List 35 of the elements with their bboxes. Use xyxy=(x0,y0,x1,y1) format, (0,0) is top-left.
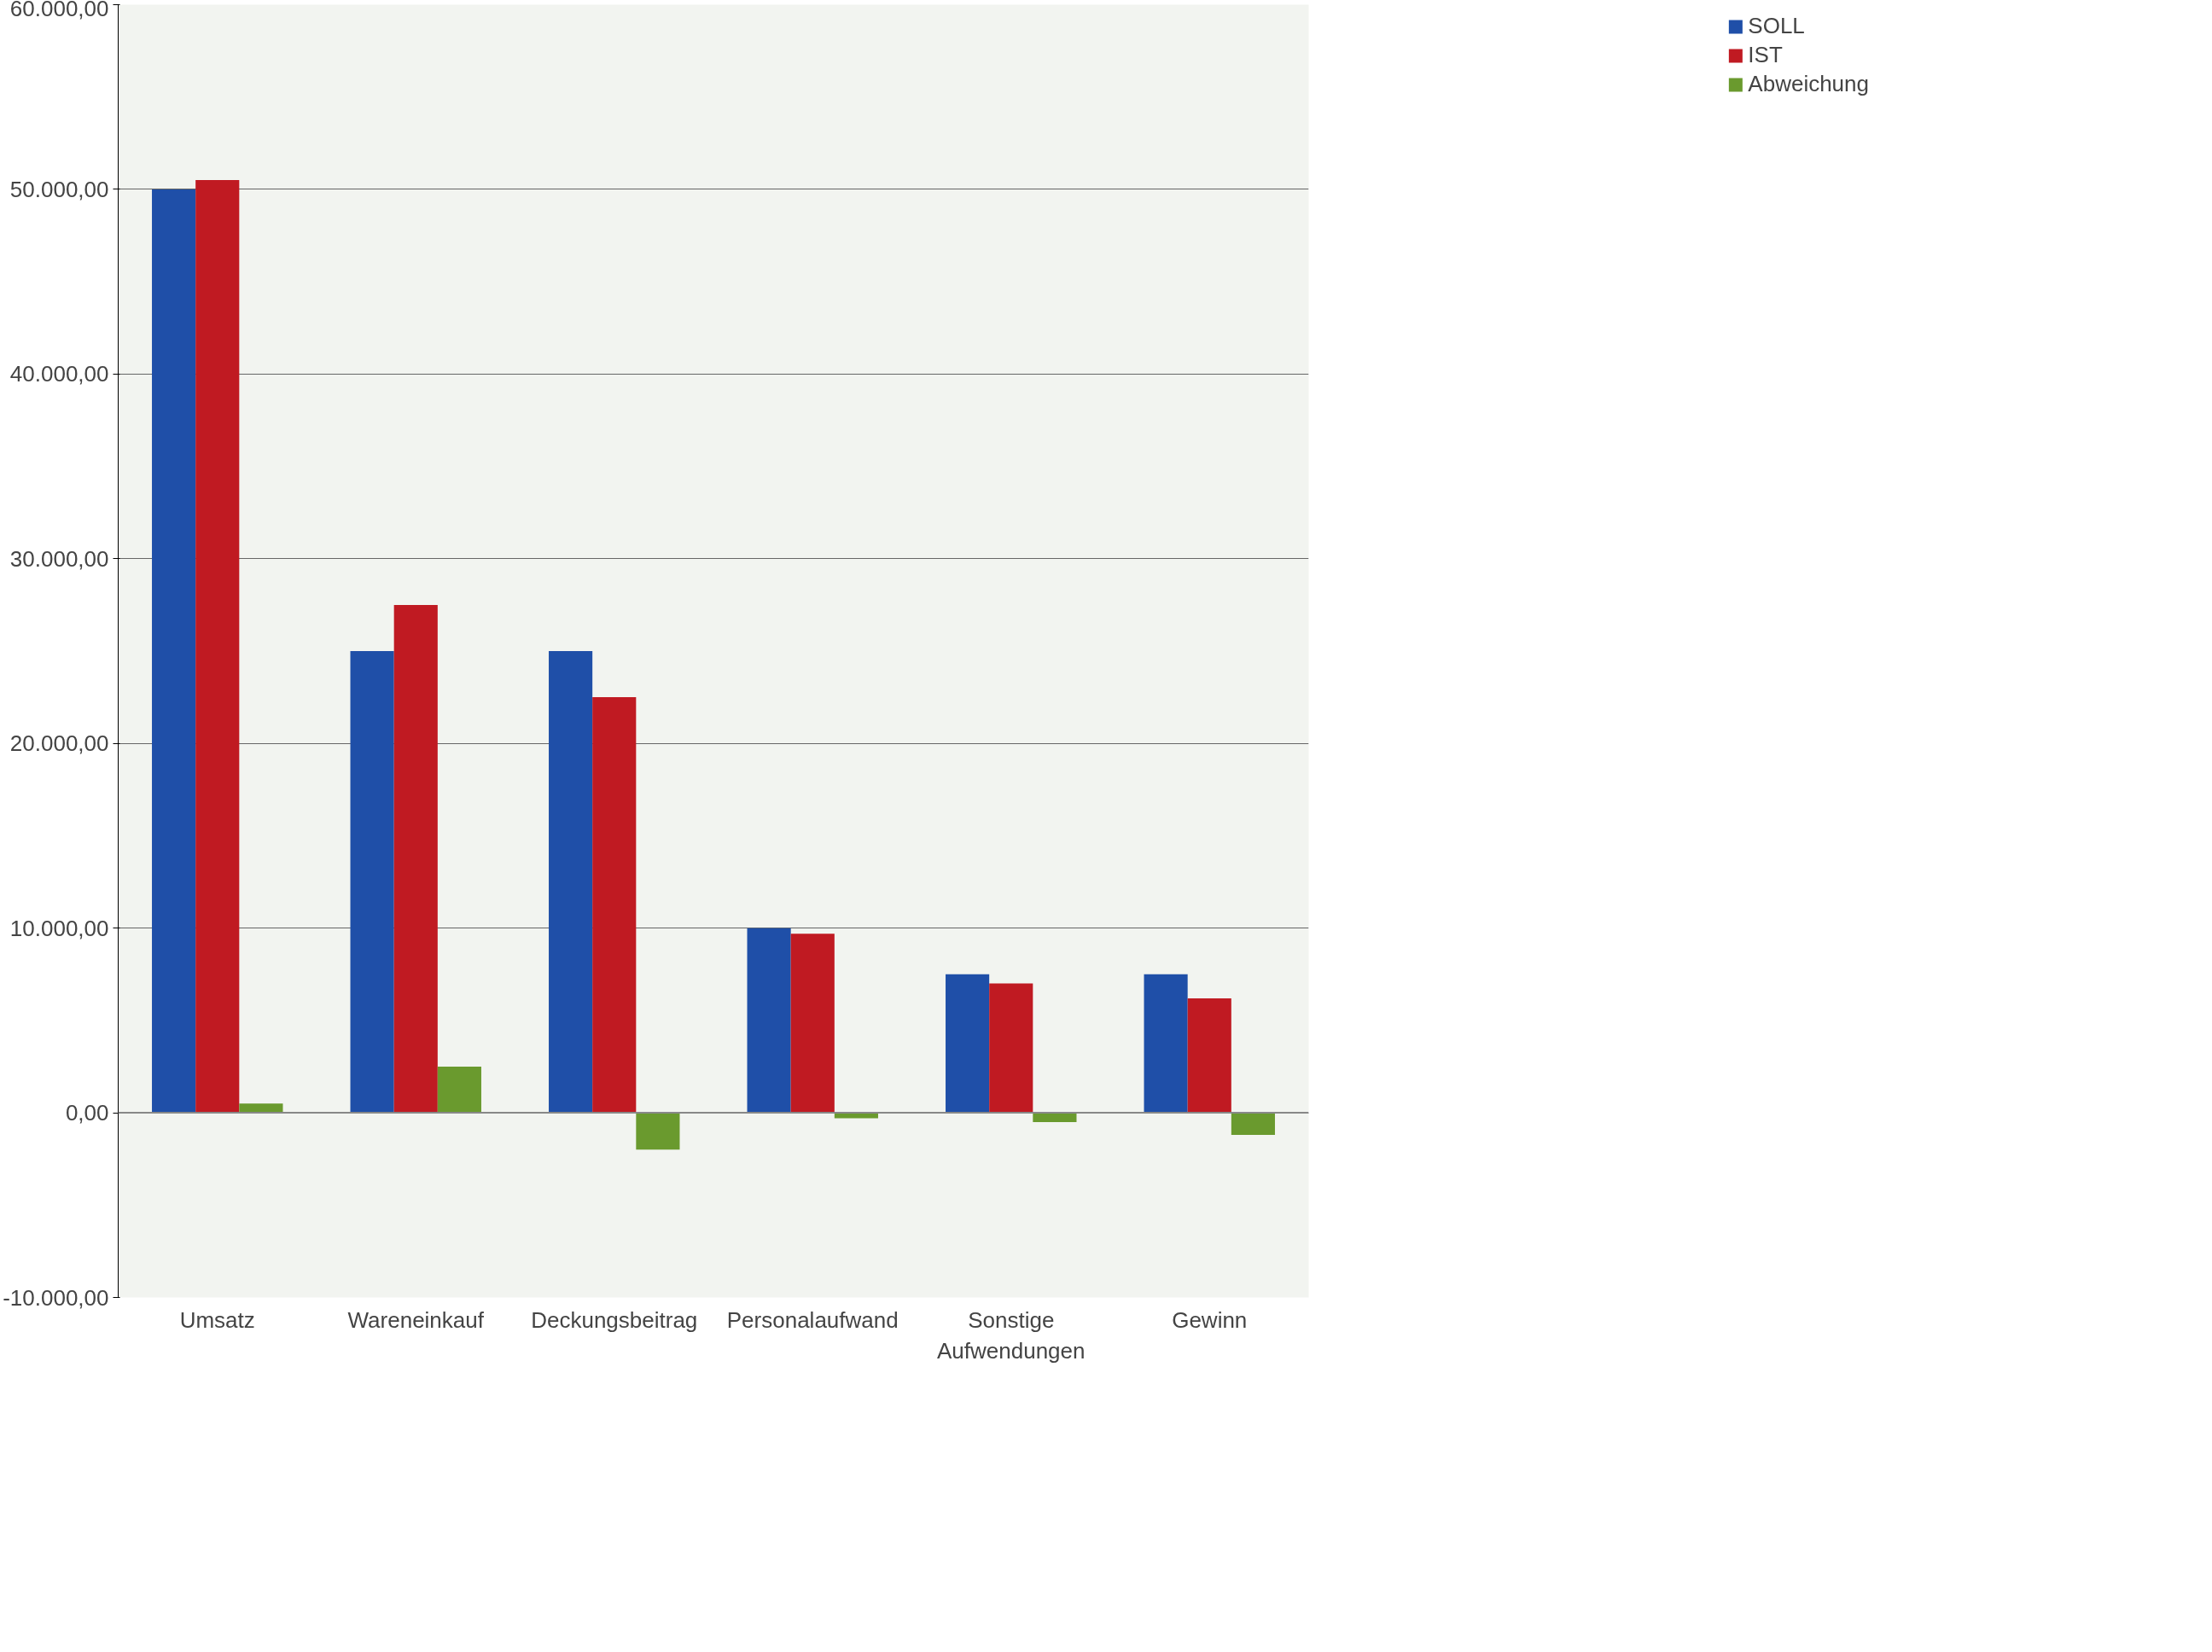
bar xyxy=(592,697,637,1114)
x-tick-label: Umsatz xyxy=(179,1306,255,1333)
bar xyxy=(747,928,791,1114)
y-tick-label: 30.000,00 xyxy=(9,545,109,572)
bar xyxy=(1033,1113,1077,1122)
bar xyxy=(1187,998,1231,1114)
legend-label: SOLL xyxy=(1748,13,1805,39)
bar xyxy=(834,1113,878,1119)
bar xyxy=(636,1113,680,1150)
bar xyxy=(393,604,438,1114)
bar xyxy=(946,974,990,1114)
bar xyxy=(1231,1113,1275,1136)
y-tick-label: 20.000,00 xyxy=(9,730,109,757)
legend-label: Abweichung xyxy=(1748,71,1869,97)
y-tick-label: 60.000,00 xyxy=(9,0,109,21)
y-tick-label: 10.000,00 xyxy=(9,915,109,941)
x-tick-label: Personalaufwand xyxy=(726,1306,899,1333)
y-tick-label: 50.000,00 xyxy=(9,176,109,202)
x-tick-label: Sonstige Aufwendungen xyxy=(937,1306,1086,1364)
bar xyxy=(989,983,1033,1114)
bar xyxy=(239,1103,283,1114)
y-tick-label: 40.000,00 xyxy=(9,361,109,387)
x-tick-label: Wareneinkauf xyxy=(347,1306,485,1333)
x-tick-label: Gewinn xyxy=(1172,1306,1248,1333)
bar xyxy=(350,651,394,1114)
bar xyxy=(195,180,240,1114)
bar xyxy=(790,934,835,1114)
bar xyxy=(152,189,196,1114)
legend-label: IST xyxy=(1748,42,1783,68)
x-tick-label: Deckungsbeitrag xyxy=(531,1306,698,1333)
bar xyxy=(437,1066,481,1114)
bar xyxy=(1144,974,1188,1114)
bar xyxy=(549,651,593,1114)
y-tick-label: -10.000,00 xyxy=(3,1284,109,1311)
y-tick-label: 0,00 xyxy=(65,1100,109,1126)
